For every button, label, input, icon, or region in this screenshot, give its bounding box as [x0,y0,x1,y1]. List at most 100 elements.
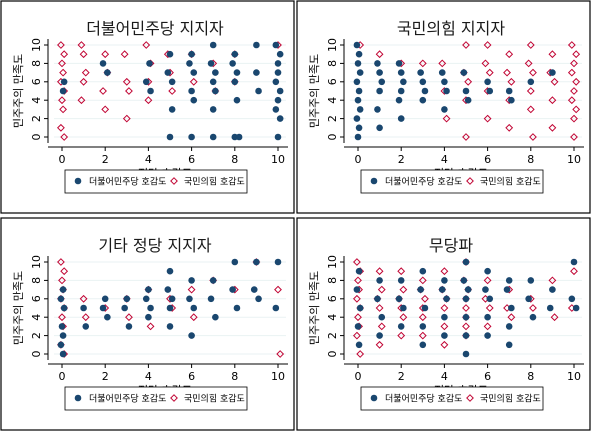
y-tick-label: 4 [30,97,43,104]
point-circle [354,60,362,67]
y-axis-title: 민주주의 만족도 [12,54,25,128]
legend-label-series2: 국민의힘 호감도 [184,176,245,188]
legend-label-series1: 더불어민주당 호감도 [385,176,462,188]
y-tick-label: 2 [326,332,339,339]
x-tick-label: 6 [484,153,491,166]
point-circle [209,277,217,284]
point-diamond [421,294,429,303]
y-tick-label: 0 [326,134,339,141]
point-diamond [507,77,516,86]
point-circle [188,332,195,339]
point-diamond [485,304,494,312]
point-circle [60,78,68,86]
y-tick-label: 4 [326,314,339,321]
legend-marker-diamond [466,177,474,185]
point-circle [462,295,470,303]
point-circle [146,60,153,67]
point-circle [568,295,576,303]
point-circle [354,96,362,104]
legend-marker-circle [370,177,378,185]
point-circle [505,341,513,349]
point-circle [376,277,383,284]
point-diamond [529,304,537,312]
point-circle [462,87,470,95]
x-tick-label: 6 [484,370,491,383]
point-diamond [189,313,198,322]
point-circle [168,295,176,303]
point-circle [80,304,87,312]
point-circle [378,313,386,321]
point-diamond [548,96,557,105]
point-circle [460,69,468,76]
point-diamond [462,133,470,141]
point-circle [508,304,515,312]
point-circle [421,304,429,312]
x-tick-label: 4 [441,153,448,166]
point-diamond [81,68,90,77]
point-diamond [58,59,66,68]
point-circle [549,69,556,76]
point-circle [395,60,403,67]
legend-label-series2: 국민의힘 호감도 [480,176,541,188]
x-tick-label: 0 [59,370,66,383]
legend-box [360,169,544,194]
point-circle [101,295,109,303]
point-circle [104,313,111,321]
point-diamond [356,350,365,358]
point-circle [549,286,556,293]
point-circle [231,258,239,266]
point-diamond [354,276,362,285]
point-diamond [59,105,67,114]
point-diamond [168,87,177,95]
point-diamond [57,258,65,266]
point-diamond [418,331,427,340]
point-circle [464,96,472,104]
point-diamond [187,285,196,294]
x-tick-label: 4 [441,370,448,383]
chart-title: 더불어민주당 지지자 [86,19,224,38]
point-circle [354,323,362,330]
point-circle [397,69,405,76]
point-diamond [397,331,406,340]
point-circle [229,60,236,67]
point-circle [505,87,513,95]
point-circle [190,69,198,76]
point-diamond [550,313,559,322]
point-circle [397,323,405,330]
y-tick-label: 6 [326,78,339,85]
x-tick-label: 10 [271,370,285,383]
legend-label-series1: 더불어민주당 호감도 [385,393,462,405]
point-circle [503,286,511,293]
x-tick-label: 2 [398,370,405,383]
x-tick-label: 0 [355,153,362,166]
point-circle [190,304,198,312]
point-circle [231,78,239,86]
point-circle [186,60,193,67]
point-circle [529,313,537,321]
point-diamond [60,267,69,276]
point-circle [438,286,446,293]
y-tick-label: 0 [30,351,43,358]
x-tick-label: 6 [188,153,195,166]
point-circle [142,295,150,303]
point-circle [145,313,152,321]
legend-box [360,386,544,411]
point-circle [274,133,282,141]
point-diamond [60,133,69,141]
point-diamond [572,105,581,114]
point-circle [397,277,405,284]
point-diamond [507,313,516,322]
point-circle [419,78,427,86]
chart-title: 기타 정당 지지자 [98,236,211,255]
point-circle [123,295,131,303]
point-circle [164,286,172,293]
point-diamond [353,294,361,303]
point-circle [60,304,68,312]
point-circle [443,295,450,303]
point-diamond [101,50,110,59]
x-tick-label: 0 [59,153,66,166]
point-circle [188,277,195,284]
point-circle [209,133,217,141]
point-circle [441,78,448,86]
point-circle [58,323,66,330]
